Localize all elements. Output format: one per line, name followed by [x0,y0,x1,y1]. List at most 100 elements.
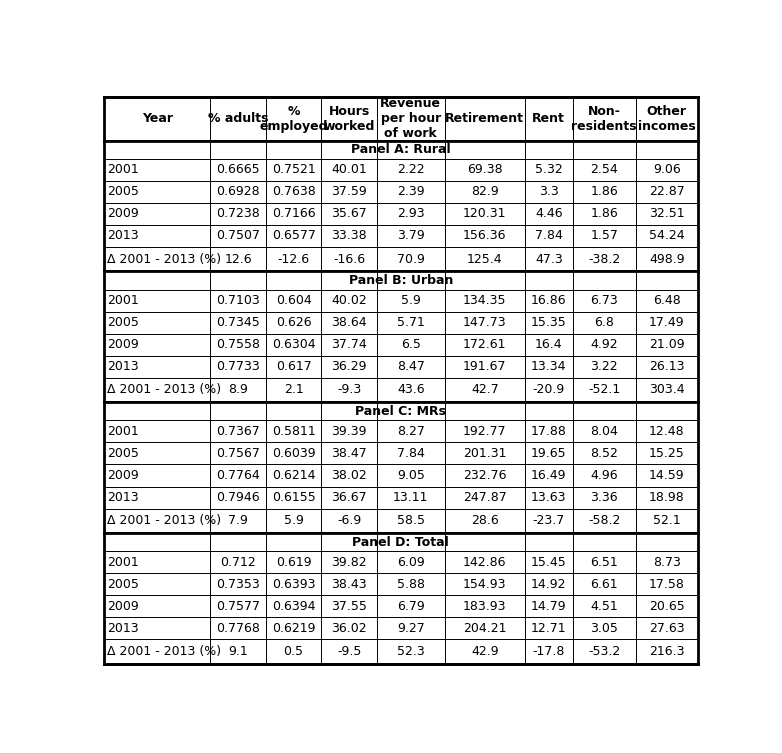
Text: Hours
worked: Hours worked [324,105,375,133]
Text: -6.9: -6.9 [337,514,361,527]
Text: 0.7166: 0.7166 [272,207,315,221]
Text: 14.92: 14.92 [531,578,566,591]
Text: -16.6: -16.6 [333,252,365,266]
Text: 16.86: 16.86 [531,294,567,307]
Text: 6.61: 6.61 [590,578,618,591]
Text: 183.93: 183.93 [463,600,507,613]
Text: 4.46: 4.46 [535,207,562,221]
Text: 26.13: 26.13 [649,360,684,373]
Text: 2.54: 2.54 [590,163,619,176]
Text: 54.24: 54.24 [649,230,684,242]
Text: 247.87: 247.87 [463,491,507,504]
Text: 201.31: 201.31 [463,447,507,460]
Text: 0.6665: 0.6665 [217,163,260,176]
Text: -52.1: -52.1 [588,383,620,397]
Text: 6.73: 6.73 [590,294,619,307]
Text: -9.5: -9.5 [337,645,361,658]
Text: 37.74: 37.74 [332,338,367,351]
Text: 2005: 2005 [107,578,139,591]
Text: -12.6: -12.6 [278,252,310,266]
Text: -17.8: -17.8 [533,645,565,658]
Text: 2.22: 2.22 [397,163,425,176]
Text: 9.27: 9.27 [397,622,425,635]
Text: 5.71: 5.71 [396,316,425,329]
Text: 13.63: 13.63 [531,491,566,504]
Text: 2009: 2009 [107,469,138,482]
Text: 13.11: 13.11 [393,491,429,504]
Text: 8.27: 8.27 [396,425,425,438]
Text: 2005: 2005 [107,447,139,460]
Text: 9.05: 9.05 [396,469,425,482]
Text: 0.7558: 0.7558 [216,338,260,351]
Text: 8.73: 8.73 [653,556,680,569]
Text: 142.86: 142.86 [463,556,507,569]
Text: 12.71: 12.71 [531,622,567,635]
Text: 15.25: 15.25 [649,447,684,460]
Text: Revenue
per hour
of work: Revenue per hour of work [380,97,441,140]
Text: 12.6: 12.6 [224,252,252,266]
Text: 33.38: 33.38 [332,230,367,242]
Text: -58.2: -58.2 [588,514,620,527]
Text: 0.6214: 0.6214 [272,469,315,482]
Text: 82.9: 82.9 [471,185,499,198]
Text: 2001: 2001 [107,294,138,307]
Text: 8.9: 8.9 [228,383,248,397]
Text: 47.3: 47.3 [535,252,563,266]
Text: Rent: Rent [533,112,565,125]
Text: 14.59: 14.59 [649,469,684,482]
Text: 58.5: 58.5 [396,514,425,527]
Text: 0.7507: 0.7507 [216,230,260,242]
Text: 3.22: 3.22 [590,360,618,373]
Text: 303.4: 303.4 [649,383,684,397]
Text: 0.7768: 0.7768 [216,622,260,635]
Text: Δ 2001 - 2013 (%): Δ 2001 - 2013 (%) [107,645,221,658]
Text: Year: Year [142,112,173,125]
Text: % adults: % adults [208,112,268,125]
Text: 2013: 2013 [107,230,138,242]
Text: 52.1: 52.1 [653,514,680,527]
Text: 19.65: 19.65 [531,447,567,460]
Text: 1.57: 1.57 [590,230,619,242]
Text: %
employed: % employed [260,105,328,133]
Text: 16.49: 16.49 [531,469,566,482]
Text: 12.48: 12.48 [649,425,684,438]
Text: 69.38: 69.38 [467,163,503,176]
Text: 70.9: 70.9 [396,252,425,266]
Text: 120.31: 120.31 [463,207,507,221]
Text: 5.9: 5.9 [401,294,421,307]
Text: 40.01: 40.01 [332,163,367,176]
Text: -38.2: -38.2 [588,252,620,266]
Text: 3.3: 3.3 [539,185,558,198]
Text: 0.604: 0.604 [276,294,311,307]
Text: Other
incomes: Other incomes [638,105,696,133]
Text: 3.36: 3.36 [590,491,618,504]
Text: 36.67: 36.67 [332,491,367,504]
Text: 7.9: 7.9 [228,514,248,527]
Text: 17.49: 17.49 [649,316,684,329]
Text: 5.88: 5.88 [396,578,425,591]
Text: 15.35: 15.35 [531,316,567,329]
Text: 17.88: 17.88 [531,425,567,438]
Text: 3.05: 3.05 [590,622,619,635]
Text: 0.7733: 0.7733 [217,360,260,373]
Text: -23.7: -23.7 [533,514,565,527]
Text: 9.1: 9.1 [228,645,248,658]
Text: 38.02: 38.02 [332,469,367,482]
Text: 0.6577: 0.6577 [271,230,316,242]
Text: 2009: 2009 [107,338,138,351]
Text: 2009: 2009 [107,600,138,613]
Text: 15.45: 15.45 [531,556,567,569]
Text: 22.87: 22.87 [649,185,684,198]
Text: 0.7638: 0.7638 [271,185,315,198]
Text: 125.4: 125.4 [467,252,503,266]
Text: 0.626: 0.626 [276,316,311,329]
Text: Δ 2001 - 2013 (%): Δ 2001 - 2013 (%) [107,383,221,397]
Text: 5.32: 5.32 [535,163,563,176]
Text: 16.4: 16.4 [535,338,562,351]
Text: 38.64: 38.64 [332,316,367,329]
Text: 147.73: 147.73 [463,316,507,329]
Text: 204.21: 204.21 [463,622,507,635]
Text: 0.619: 0.619 [276,556,311,569]
Text: 154.93: 154.93 [463,578,507,591]
Text: 20.65: 20.65 [649,600,684,613]
